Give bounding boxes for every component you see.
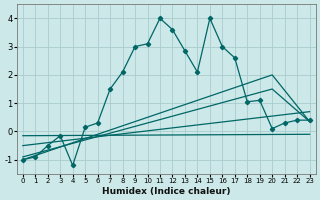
X-axis label: Humidex (Indice chaleur): Humidex (Indice chaleur): [102, 187, 230, 196]
